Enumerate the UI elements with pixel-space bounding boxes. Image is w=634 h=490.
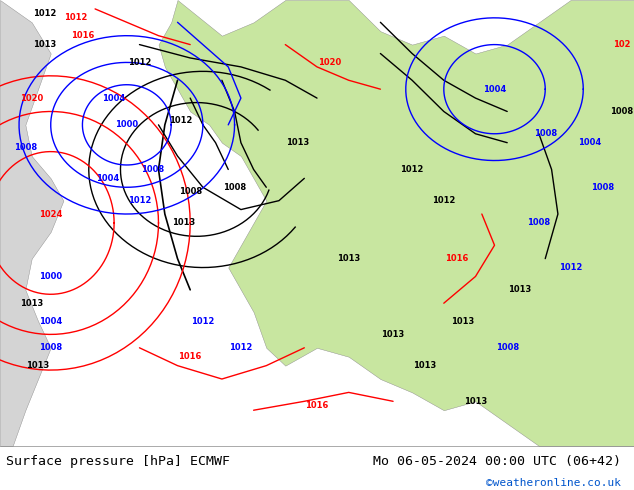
Text: 1024: 1024 — [39, 210, 62, 219]
Text: 1008: 1008 — [496, 343, 519, 352]
Text: 1008: 1008 — [39, 343, 62, 352]
Text: 1008: 1008 — [527, 219, 550, 227]
Text: 1013: 1013 — [20, 299, 43, 308]
Text: 1013: 1013 — [27, 361, 49, 370]
Text: 1013: 1013 — [451, 317, 474, 325]
Text: 1012: 1012 — [128, 196, 151, 205]
Text: 1016: 1016 — [179, 352, 202, 361]
Text: 1000: 1000 — [39, 272, 62, 281]
Text: 1012: 1012 — [230, 343, 252, 352]
Text: 1004: 1004 — [96, 174, 119, 183]
Text: 1008: 1008 — [591, 183, 614, 192]
Text: 1012: 1012 — [432, 196, 455, 205]
Text: 1004: 1004 — [39, 317, 62, 325]
Text: 1020: 1020 — [20, 94, 43, 102]
Text: 1013: 1013 — [413, 361, 436, 370]
Text: 1013: 1013 — [172, 219, 195, 227]
Text: 1012: 1012 — [65, 13, 87, 23]
Text: 1008: 1008 — [14, 143, 37, 151]
Text: 1012: 1012 — [169, 116, 192, 125]
Text: Surface pressure [hPa] ECMWF: Surface pressure [hPa] ECMWF — [6, 455, 230, 468]
Text: 1008: 1008 — [534, 129, 557, 138]
Text: 1016: 1016 — [306, 401, 328, 410]
Text: 1013: 1013 — [33, 40, 56, 49]
Text: 1008: 1008 — [141, 165, 164, 174]
Text: 1013: 1013 — [337, 254, 360, 263]
Text: 1012: 1012 — [401, 165, 424, 174]
Text: 1020: 1020 — [318, 58, 341, 67]
Text: 1008: 1008 — [610, 107, 633, 116]
Text: 1004: 1004 — [103, 94, 126, 102]
Text: 1008: 1008 — [179, 187, 202, 196]
Text: Mo 06-05-2024 00:00 UTC (06+42): Mo 06-05-2024 00:00 UTC (06+42) — [373, 455, 621, 468]
Text: 1012: 1012 — [128, 58, 151, 67]
Text: 1013: 1013 — [464, 397, 487, 406]
Text: 1013: 1013 — [382, 330, 404, 339]
Text: 1004: 1004 — [483, 85, 506, 94]
Text: 1000: 1000 — [115, 121, 138, 129]
Text: 1012: 1012 — [33, 9, 56, 18]
Text: 1016: 1016 — [445, 254, 468, 263]
Text: 1004: 1004 — [578, 138, 601, 147]
Text: 1012: 1012 — [559, 263, 582, 272]
Text: 1008: 1008 — [223, 183, 246, 192]
Text: 1013: 1013 — [287, 138, 309, 147]
Text: 1012: 1012 — [191, 317, 214, 325]
Text: 1013: 1013 — [508, 285, 531, 294]
Text: 102: 102 — [612, 40, 630, 49]
Text: ©weatheronline.co.uk: ©weatheronline.co.uk — [486, 478, 621, 489]
Text: 1016: 1016 — [71, 31, 94, 40]
